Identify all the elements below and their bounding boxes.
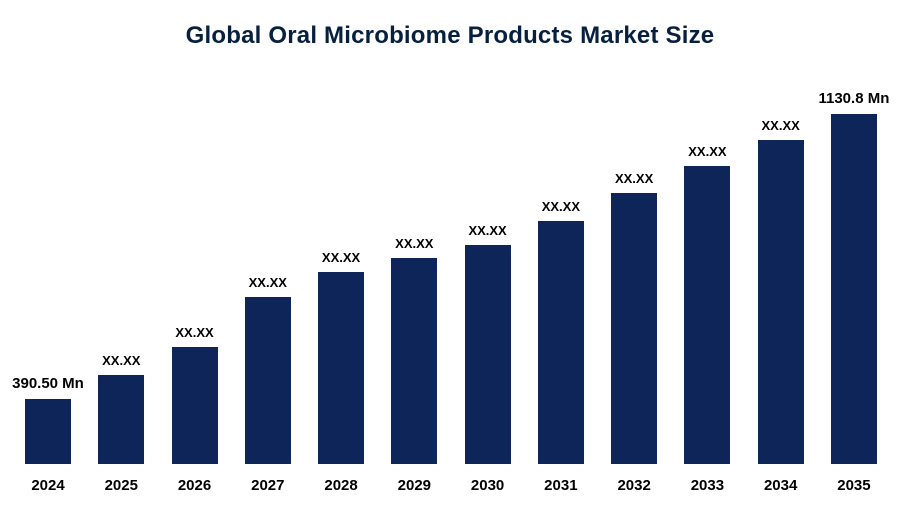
chart-column-2025: XX.XX 2025 (89, 353, 153, 494)
x-axis-label-2025: 2025 (104, 477, 138, 494)
chart-column-2026: XX.XX 2026 (163, 325, 227, 494)
bar-value-label-2035: 1130.8 Mn (818, 90, 890, 107)
bar-value-label-2029: XX.XX (395, 236, 434, 251)
x-axis-label-2028: 2028 (324, 477, 358, 494)
bar-2026 (171, 347, 218, 464)
bar-value-label-2030: XX.XX (468, 223, 507, 238)
x-axis-label-2024: 2024 (31, 477, 65, 494)
x-axis-label-2035: 2035 (837, 477, 871, 494)
bar-value-label-2031: XX.XX (541, 199, 580, 214)
bar-2027 (244, 297, 291, 464)
x-axis-label-2031: 2031 (544, 477, 578, 494)
x-axis-label-2026: 2026 (177, 477, 212, 494)
bar-value-label-2034: XX.XX (761, 118, 800, 133)
bar-2035 (830, 114, 877, 464)
chart-column-2029: XX.XX 2029 (382, 236, 446, 494)
bar-value-label-2026: XX.XX (175, 325, 214, 340)
chart-column-2035: 1130.8 Mn 2035 (818, 90, 889, 494)
bar-value-label-2033: XX.XX (688, 144, 727, 159)
x-axis-label-2027: 2027 (251, 477, 285, 494)
bar-2034 (757, 140, 804, 464)
x-axis-label-2030: 2030 (470, 477, 505, 494)
bar-2033 (684, 166, 731, 464)
chart-column-2028: XX.XX 2028 (309, 250, 373, 494)
bar-value-label-2028: XX.XX (321, 250, 361, 265)
plot-area: 390.50 Mn 2024 XX.XX 2025 XX.XX 2026 XX.XX 2027… (0, 64, 900, 494)
bar-2031 (537, 221, 584, 464)
bar-2024 (25, 399, 71, 464)
chart-title: Global Oral Microbiome Products Market S… (185, 22, 715, 49)
chart-column-2027: XX.XX 2027 (236, 275, 300, 494)
chart-column-2031: XX.XX 2031 (529, 199, 593, 494)
bar-2032 (611, 193, 658, 464)
chart-column-2030: XX.XX 2030 (456, 223, 520, 494)
x-axis-label-2033: 2033 (690, 477, 725, 494)
x-axis-label-2032: 2032 (617, 477, 651, 494)
bar-2030 (464, 245, 511, 464)
chart-column-2033: XX.XX 2033 (675, 144, 739, 494)
chart-column-2032: XX.XX 2032 (602, 171, 666, 494)
chart-column-2024: 390.50 Mn 2024 (12, 375, 84, 494)
bar-2025 (98, 375, 145, 464)
bar-value-label-2025: XX.XX (102, 353, 141, 368)
bar-value-label-2032: XX.XX (614, 171, 654, 186)
x-axis-label-2029: 2029 (397, 477, 432, 494)
chart-column-2034: XX.XX 2034 (749, 118, 813, 494)
x-axis-label-2034: 2034 (763, 477, 798, 494)
bar-2028 (318, 272, 365, 464)
bar-value-label-2027: XX.XX (248, 275, 287, 290)
bar-2029 (391, 258, 438, 464)
bar-value-label-2024: 390.50 Mn (12, 375, 84, 392)
